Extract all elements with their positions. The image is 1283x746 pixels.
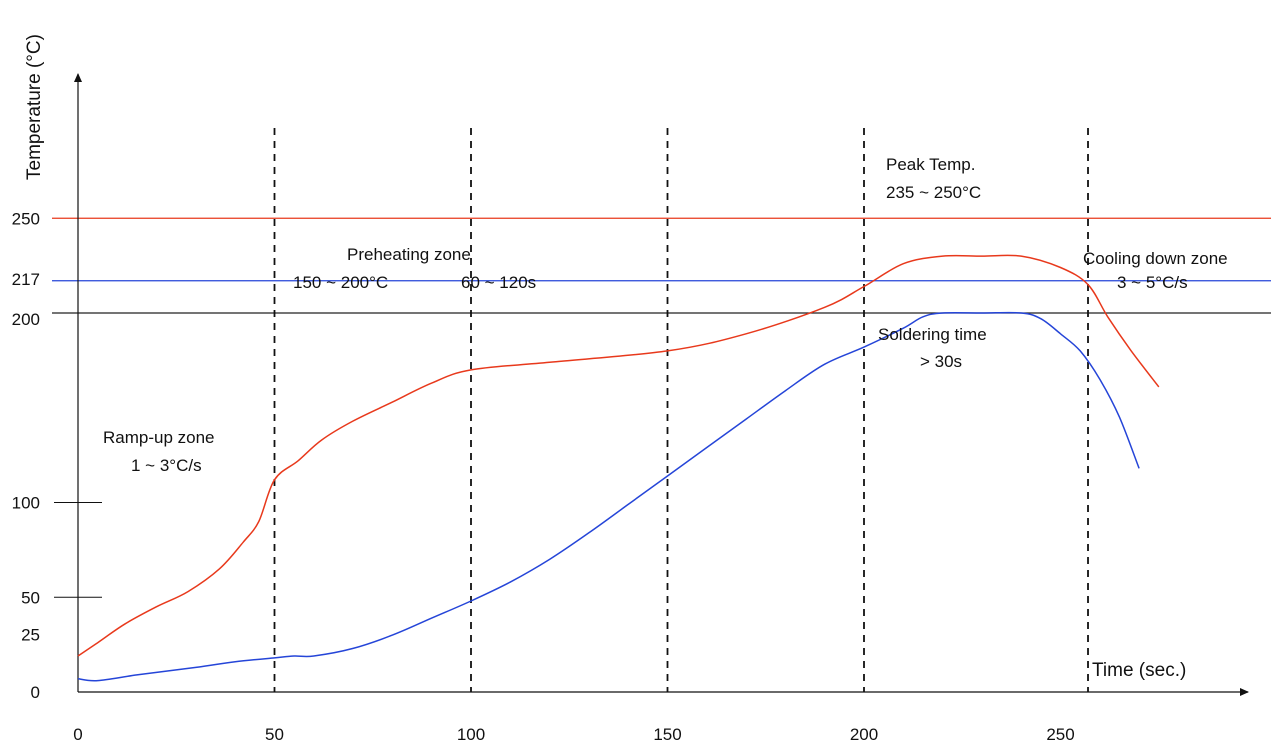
ramp-up-zone-label: Ramp-up zone xyxy=(103,428,215,447)
x-tick-labels: 0 50 100 150 200 250 xyxy=(73,725,1074,744)
x-tick-label-0: 0 xyxy=(73,725,82,744)
y-tick-labels: 0 25 50 100 200 217 250 xyxy=(12,209,40,702)
y-tick-label-100: 100 xyxy=(12,494,40,513)
soldering-time-label: Soldering time xyxy=(878,325,987,344)
preheating-temp-label: 150 ~ 200°C xyxy=(293,273,388,292)
ramp-up-rate-label: 1 ~ 3°C/s xyxy=(131,456,202,475)
series-line-0 xyxy=(77,254,1160,657)
peak-temp-range-label: 235 ~ 250°C xyxy=(886,183,981,202)
cooling-rate-label: 3 ~ 5°C/s xyxy=(1117,273,1188,292)
x-axis-title: Time (sec.) xyxy=(1092,660,1186,681)
zone-annotations: Ramp-up zone 1 ~ 3°C/s Preheating zone 1… xyxy=(103,155,1228,475)
series-lines xyxy=(77,254,1160,682)
x-tick-label-250: 250 xyxy=(1046,725,1074,744)
x-tick-label-50: 50 xyxy=(265,725,284,744)
y-tick-label-217: 217 xyxy=(12,270,40,289)
y-axis-title: Temperature (°C) xyxy=(24,34,45,180)
y-tick-label-200: 200 xyxy=(12,310,40,329)
peak-temp-label: Peak Temp. xyxy=(886,155,975,174)
x-tick-label-200: 200 xyxy=(850,725,878,744)
x-tick-label-150: 150 xyxy=(653,725,681,744)
y-tick-label-0: 0 xyxy=(31,683,40,702)
y-tick-label-50: 50 xyxy=(21,588,40,607)
cooling-zone-label: Cooling down zone xyxy=(1083,249,1228,268)
y-tick-label-25: 25 xyxy=(21,626,40,645)
preheating-time-label: 60 ~ 120s xyxy=(461,273,536,292)
soldering-time-value: > 30s xyxy=(920,352,962,371)
y-tick-label-250: 250 xyxy=(12,209,40,228)
x-tick-label-100: 100 xyxy=(457,725,485,744)
y-tick-marks xyxy=(54,502,102,598)
reference-lines xyxy=(52,217,1271,314)
series-line-1 xyxy=(77,311,1140,682)
preheating-zone-label: Preheating zone xyxy=(347,245,471,264)
zone-boundaries xyxy=(273,128,1089,692)
